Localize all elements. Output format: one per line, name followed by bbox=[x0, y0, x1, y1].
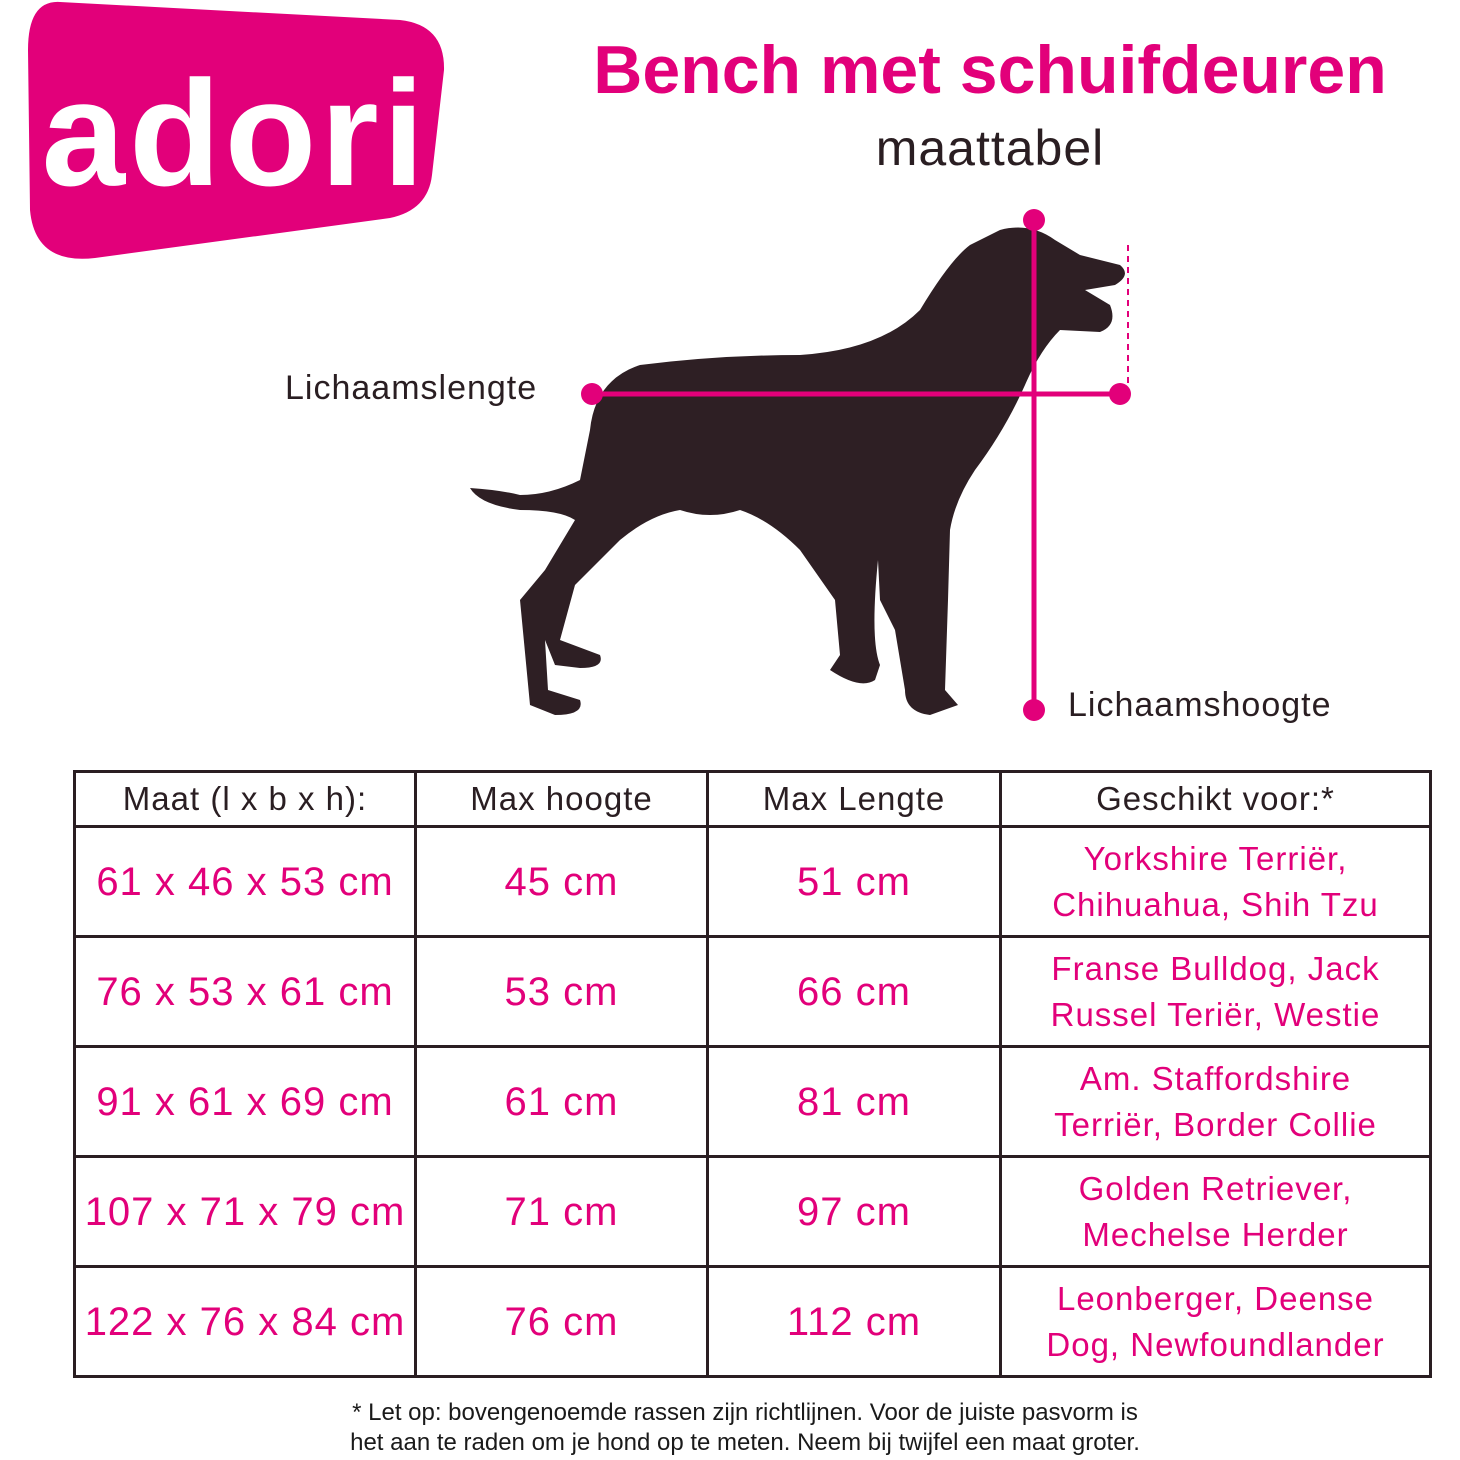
cell-breeds: Franse Bulldog, Jack Russel Teriër, Westi… bbox=[999, 935, 1432, 1048]
header-suitable-for: Geschikt voor:* bbox=[999, 770, 1432, 828]
page-title: Bench met schuifdeuren bbox=[593, 32, 1387, 108]
cell-max-length: 97 cm bbox=[706, 1155, 1002, 1268]
svg-text:adori: adori bbox=[42, 49, 429, 217]
breed-line: Yorkshire Terriër, bbox=[1083, 839, 1348, 877]
breed-line: Mechelse Herder bbox=[1082, 1215, 1349, 1253]
breed-line: Terriër, Border Collie bbox=[1054, 1105, 1377, 1143]
cell-size: 107 x 71 x 79 cm bbox=[73, 1155, 417, 1268]
breed-line: Russel Teriër, Westie bbox=[1050, 995, 1381, 1033]
cell-max-length: 112 cm bbox=[706, 1265, 1002, 1378]
breed-line: Leonberger, Deense bbox=[1056, 1279, 1375, 1317]
size-table: Maat (l x b x h): Max hoogte Max Lengte … bbox=[73, 770, 1432, 1378]
table-row: 107 x 71 x 79 cm 71 cm 97 cm Golden Retriev… bbox=[73, 1155, 1432, 1268]
breed-line: Franse Bulldog, Jack bbox=[1051, 949, 1380, 987]
body-height-label: Lichaamshoogte bbox=[1068, 686, 1332, 724]
breed-line: Am. Staffordshire bbox=[1079, 1059, 1352, 1097]
table-row: 91 x 61 x 69 cm 61 cm 81 cm Am. Staffordshi… bbox=[73, 1045, 1432, 1158]
measure-dot bbox=[1023, 209, 1045, 231]
cell-max-height: 53 cm bbox=[414, 935, 709, 1048]
cell-size: 122 x 76 x 84 cm bbox=[73, 1265, 417, 1378]
table-row: 122 x 76 x 84 cm 76 cm 112 cm Leonberger, D… bbox=[73, 1265, 1432, 1378]
cell-breeds: Leonberger, Deense Dog, Newfoundlander bbox=[999, 1265, 1432, 1378]
body-length-label: Lichaamslengte bbox=[285, 369, 538, 407]
measure-dot bbox=[1023, 699, 1045, 721]
table-header-row: Maat (l x b x h): Max hoogte Max Lengte … bbox=[73, 770, 1432, 828]
page-subtitle: maattabel bbox=[875, 120, 1105, 176]
measure-dot bbox=[581, 383, 603, 405]
cell-size: 61 x 46 x 53 cm bbox=[73, 825, 417, 938]
cell-max-length: 81 cm bbox=[706, 1045, 1002, 1158]
dog-measurement-diagram bbox=[470, 209, 1131, 721]
cell-breeds: Yorkshire Terriër, Chihuahua, Shih Tzu bbox=[999, 825, 1432, 938]
header-max-height: Max hoogte bbox=[414, 770, 709, 828]
measure-dot bbox=[1109, 383, 1131, 405]
cell-max-height: 71 cm bbox=[414, 1155, 709, 1268]
breed-line: Golden Retriever, bbox=[1078, 1169, 1353, 1207]
cell-breeds: Golden Retriever, Mechelse Herder bbox=[999, 1155, 1432, 1268]
footnote-line: het aan te raden om je hond op te meten.… bbox=[350, 1429, 1140, 1456]
footnote-line: * Let op: bovengenoemde rassen zijn rich… bbox=[352, 1399, 1138, 1426]
cell-max-height: 61 cm bbox=[414, 1045, 709, 1158]
cell-size: 76 x 53 x 61 cm bbox=[73, 935, 417, 1048]
footnote: * Let op: bovengenoemde rassen zijn rich… bbox=[200, 1398, 1290, 1458]
dog-silhouette bbox=[470, 227, 1125, 716]
header-size: Maat (l x b x h): bbox=[73, 770, 417, 828]
cell-breeds: Am. Staffordshire Terriër, Border Collie bbox=[999, 1045, 1432, 1158]
breed-line: Dog, Newfoundlander bbox=[1046, 1325, 1385, 1363]
cell-max-length: 66 cm bbox=[706, 935, 1002, 1048]
adori-logo: adori bbox=[28, 1, 445, 259]
table-row: 76 x 53 x 61 cm 53 cm 66 cm Franse Bulldog,… bbox=[73, 935, 1432, 1048]
cell-max-height: 45 cm bbox=[414, 825, 709, 938]
cell-size: 91 x 61 x 69 cm bbox=[73, 1045, 417, 1158]
cell-max-length: 51 cm bbox=[706, 825, 1002, 938]
table-row: 61 x 46 x 53 cm 45 cm 51 cm Yorkshire Terri… bbox=[73, 825, 1432, 938]
header-max-length: Max Lengte bbox=[706, 770, 1002, 828]
breed-line: Chihuahua, Shih Tzu bbox=[1052, 885, 1379, 923]
cell-max-height: 76 cm bbox=[414, 1265, 709, 1378]
